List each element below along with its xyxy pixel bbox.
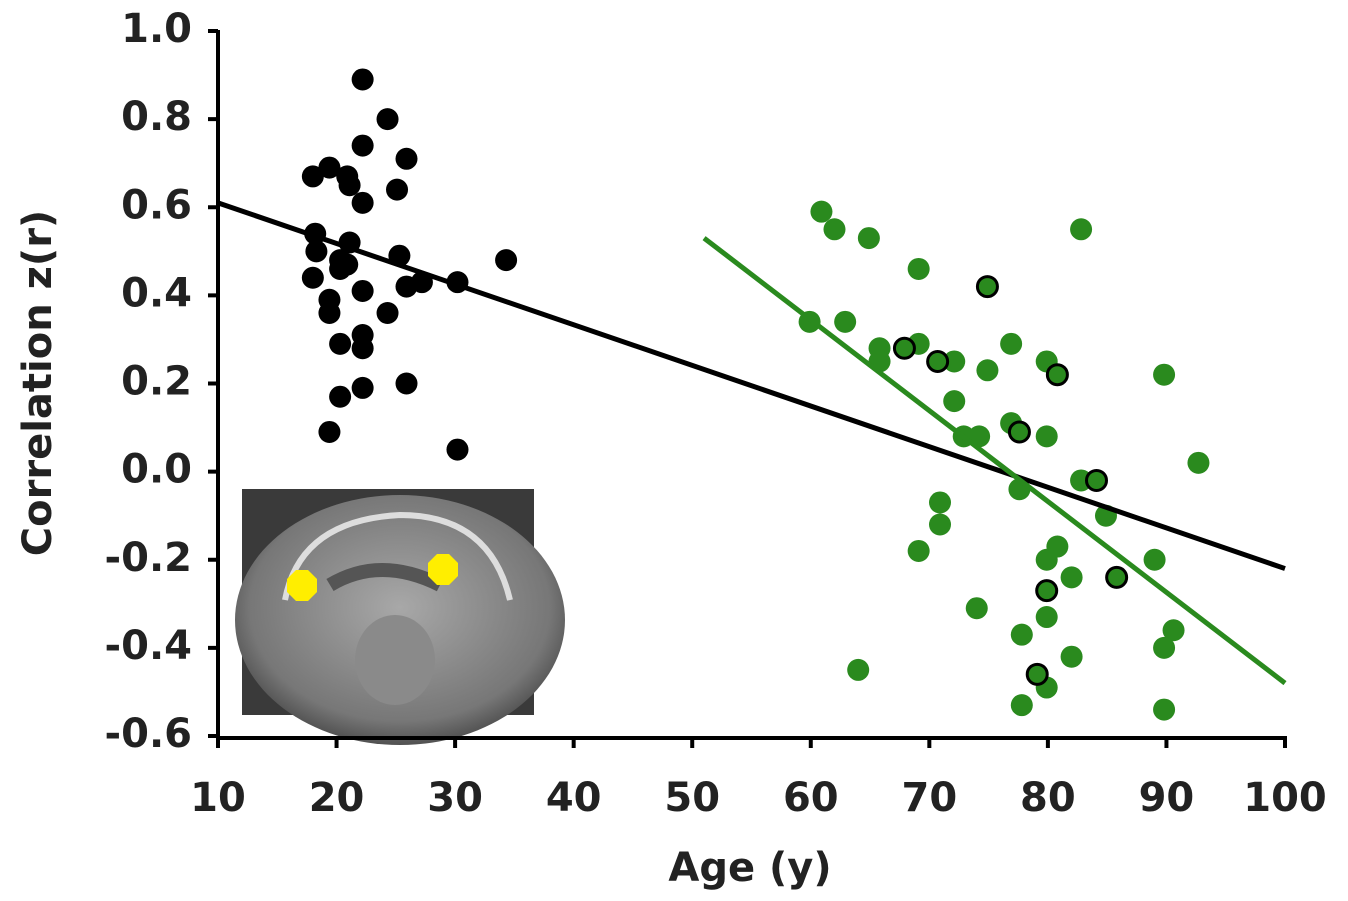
x-tick-label: 60	[783, 775, 839, 821]
point	[352, 68, 374, 90]
y-tick-label: 0.4	[121, 270, 192, 316]
x-tick-label: 80	[1020, 775, 1076, 821]
point	[377, 302, 399, 324]
point	[352, 377, 374, 399]
point	[943, 390, 965, 412]
x-tick-label: 40	[546, 775, 602, 821]
point	[834, 311, 856, 333]
x-tick-label: 10	[190, 775, 246, 821]
point	[396, 148, 418, 170]
point	[396, 276, 418, 298]
x-tick-label: 50	[664, 775, 720, 821]
point	[1107, 567, 1127, 587]
point	[928, 351, 948, 371]
point	[908, 540, 930, 562]
point	[823, 218, 845, 240]
point	[1011, 694, 1033, 716]
point	[329, 386, 351, 408]
point	[1027, 664, 1047, 684]
point	[1047, 365, 1067, 385]
point	[352, 337, 374, 359]
point	[339, 174, 361, 196]
point	[318, 421, 340, 443]
point	[1011, 624, 1033, 646]
point	[352, 192, 374, 214]
y-axis-label: Correlation z(r)	[15, 210, 61, 556]
point	[1037, 581, 1057, 601]
point	[966, 597, 988, 619]
point	[377, 108, 399, 130]
point	[847, 659, 869, 681]
point	[1070, 218, 1092, 240]
point	[1061, 566, 1083, 588]
y-tick-label: -0.6	[105, 711, 192, 757]
x-tick-label: 30	[427, 775, 483, 821]
point	[396, 373, 418, 395]
point	[1153, 637, 1175, 659]
x-tick-label: 20	[309, 775, 365, 821]
point	[1086, 470, 1106, 490]
point	[929, 514, 951, 536]
point	[302, 267, 324, 289]
point	[1153, 364, 1175, 386]
point	[352, 280, 374, 302]
y-tick-label: 0.2	[121, 359, 192, 405]
point	[495, 249, 517, 271]
point	[305, 240, 327, 262]
x-tick-label: 90	[1139, 775, 1195, 821]
chart: Age (y) Correlation z(r) 1.0 0.8 0.6 0.4 0.2…	[0, 0, 1348, 901]
point	[329, 258, 351, 280]
point	[1009, 422, 1029, 442]
brain-inset	[235, 489, 565, 745]
x-tick-label: 70	[901, 775, 957, 821]
point	[858, 227, 880, 249]
point	[894, 338, 914, 358]
point	[908, 258, 930, 280]
point	[1036, 606, 1058, 628]
point	[446, 439, 468, 461]
x-axis-label: Age (y)	[668, 845, 831, 891]
y-tick-label: -0.4	[105, 623, 192, 669]
point	[1036, 549, 1058, 571]
point	[1000, 333, 1022, 355]
point	[1153, 699, 1175, 721]
y-tick-label: 0.0	[121, 447, 192, 493]
point	[1036, 425, 1058, 447]
point	[1144, 549, 1166, 571]
point	[329, 333, 351, 355]
point	[318, 302, 340, 324]
point	[1061, 646, 1083, 668]
y-tick-label: 1.0	[121, 6, 192, 52]
point	[1187, 452, 1209, 474]
x-tick-label: 100	[1243, 775, 1327, 821]
point	[352, 135, 374, 157]
point	[977, 277, 997, 297]
point	[386, 179, 408, 201]
point	[810, 201, 832, 223]
point	[976, 359, 998, 381]
point	[929, 491, 951, 513]
y-tick-label: 0.6	[121, 182, 192, 228]
y-tick-label: -0.2	[105, 535, 192, 581]
y-tick-label: 0.8	[121, 94, 192, 140]
